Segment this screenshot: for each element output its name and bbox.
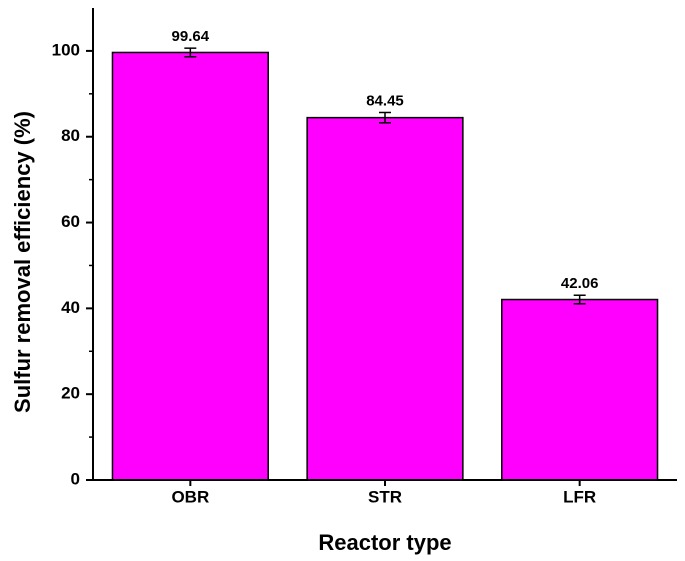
data-label: 42.06 (561, 275, 599, 292)
error-bar (379, 111, 391, 124)
data-label: 99.64 (172, 28, 210, 45)
y-axis-title: Sulfur removal efficiency (%) (10, 111, 35, 413)
bar (501, 298, 659, 481)
x-tick-label: LFR (563, 487, 596, 506)
x-axis-title: Reactor type (318, 530, 451, 555)
y-tick-label: 0 (71, 469, 80, 488)
bar (111, 51, 269, 481)
y-tick-label: 20 (61, 384, 80, 403)
error-bar (573, 294, 586, 305)
x-tick-label: STR (368, 487, 402, 506)
x-tick-label: OBR (171, 487, 209, 506)
y-tick-label: 80 (61, 126, 80, 145)
error-bar (184, 47, 197, 58)
y-tick-label: 60 (61, 212, 80, 231)
y-tick-label: 40 (61, 298, 80, 317)
y-tick-label: 100 (52, 40, 80, 59)
data-label: 84.45 (366, 92, 404, 109)
bar (306, 116, 464, 481)
